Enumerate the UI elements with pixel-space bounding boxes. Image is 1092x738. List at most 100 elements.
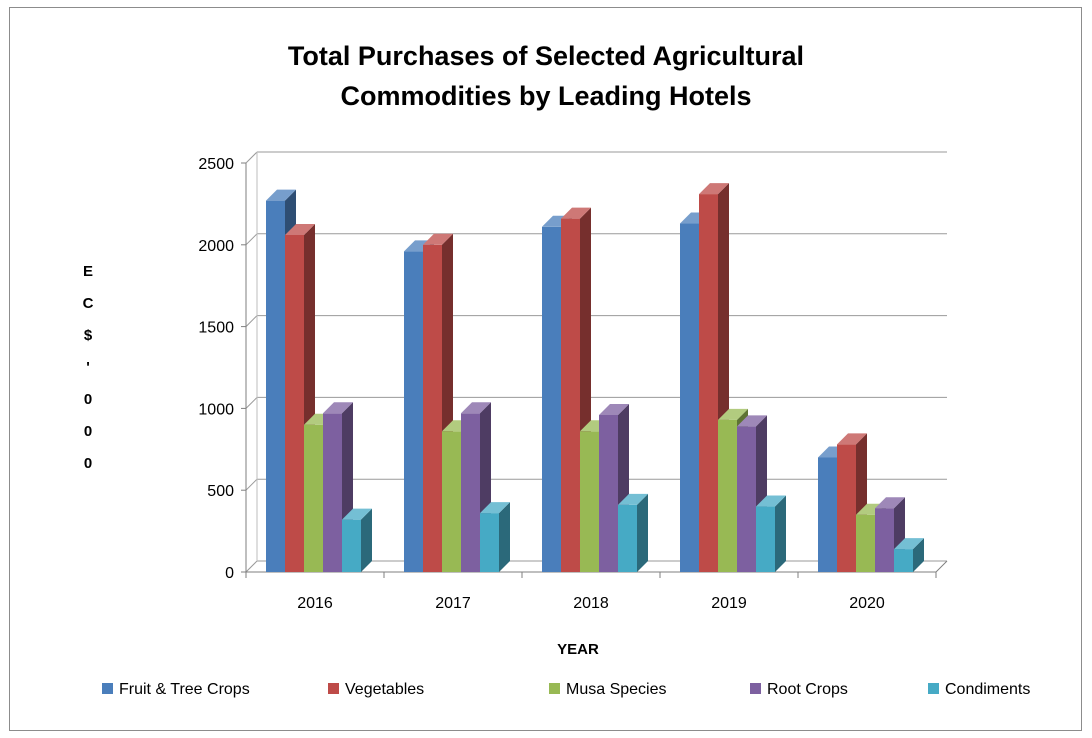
x-tick-label: 2016: [297, 595, 333, 612]
bar-side: [913, 538, 924, 572]
y-axis-title-char: 0: [84, 391, 92, 408]
x-tick-label: 2019: [711, 595, 747, 612]
bar-top: [875, 497, 905, 509]
bar-front: [285, 234, 304, 572]
bar-front: [599, 414, 618, 572]
x-axis-title: YEAR: [557, 641, 599, 658]
legend-item: Musa Species: [549, 681, 667, 698]
bar-top: [718, 408, 748, 420]
bar-side: [361, 508, 372, 572]
bar-front: [561, 218, 580, 572]
legend-item: Fruit & Tree Crops: [102, 681, 250, 698]
bar-top: [480, 502, 510, 514]
x-tick-label: 2020: [849, 595, 885, 612]
bar-top: [618, 493, 648, 505]
bar-front: [342, 519, 361, 572]
legend-item: Condiments: [928, 681, 1030, 698]
bar: [480, 502, 510, 572]
y-tick-label: 0: [225, 565, 234, 582]
legend-swatch: [102, 683, 113, 694]
legend-item: Vegetables: [328, 681, 424, 698]
chart-title-line-1: Total Purchases of Selected Agricultural: [288, 41, 804, 71]
bar-front: [699, 194, 718, 573]
bar-chart: Total Purchases of Selected Agricultural…: [83, 41, 1031, 698]
bar-front: [618, 504, 637, 572]
bar-top: [599, 403, 629, 415]
x-tick-label: 2017: [435, 595, 471, 612]
y-axis-title: EC $ ' 0 0 0: [83, 263, 94, 472]
legend-swatch: [750, 683, 761, 694]
legend-item: Root Crops: [750, 681, 848, 698]
y-tick-label: 1000: [198, 401, 234, 418]
y-axis-title-char: E: [83, 263, 93, 280]
x-tick-labels: 2016 2017 2018 2019 2020: [297, 595, 885, 612]
legend-label: Fruit & Tree Crops: [119, 681, 250, 698]
bar-front: [266, 200, 285, 573]
y-axis-title-char: 0: [84, 455, 92, 472]
bar-front: [718, 419, 737, 572]
y-axis-title-char: C: [83, 295, 94, 312]
y-tick-labels: 0 500 1000 1500 2000 2500: [198, 156, 234, 582]
bar-top: [342, 508, 372, 520]
gridline-diagonal: [245, 397, 258, 409]
legend-swatch: [328, 683, 339, 694]
gridlines: [245, 151, 947, 573]
gridline-diagonal: [245, 315, 258, 327]
bar-front: [737, 426, 756, 572]
bar: [461, 402, 491, 572]
bar-top: [837, 433, 867, 445]
legend-label: Musa Species: [566, 681, 667, 698]
bar-top: [756, 495, 786, 507]
legend-label: Condiments: [945, 681, 1030, 698]
legend-swatch: [549, 683, 560, 694]
bar-front: [837, 444, 856, 572]
bar-front: [856, 514, 875, 572]
bar: [618, 493, 648, 572]
chart-title-line-2: Commodities by Leading Hotels: [340, 81, 751, 111]
y-tick-label: 2500: [198, 156, 234, 173]
bar-front: [423, 244, 442, 573]
bar-top: [461, 402, 491, 414]
y-tick-label: 500: [207, 483, 234, 500]
bar-top: [423, 233, 453, 245]
bar-top: [561, 207, 591, 219]
bar: [342, 508, 372, 572]
bar-front: [542, 226, 561, 572]
bar-front: [480, 513, 499, 572]
gridline-diagonal: [245, 478, 258, 491]
bar-front: [756, 506, 775, 572]
gridline-diagonal: [245, 233, 258, 246]
legend: Fruit & Tree Crops Vegetables Musa Species…: [102, 681, 1030, 698]
chart-frame: Total Purchases of Selected Agricultural…: [9, 7, 1082, 731]
bar-front: [404, 251, 423, 572]
bar-top: [266, 189, 296, 201]
bar: [756, 495, 786, 572]
bar-top: [894, 538, 924, 550]
bar-side: [499, 502, 510, 572]
bars: [266, 183, 924, 573]
bar-top: [699, 183, 729, 195]
bar-front: [580, 431, 599, 572]
bar-top: [285, 223, 315, 235]
bar-top: [323, 402, 353, 414]
gridline-diagonal: [245, 151, 258, 164]
bar-front: [680, 223, 699, 573]
y-tick-label: 2000: [198, 238, 234, 255]
bar-top: [737, 415, 767, 427]
bar-side: [775, 495, 786, 572]
bar-front: [323, 413, 342, 572]
bar: [894, 538, 924, 572]
bar-front: [442, 431, 461, 572]
bar-front: [818, 457, 837, 572]
bar-side: [637, 493, 648, 572]
legend-swatch: [928, 683, 939, 694]
gridline-diagonal: [245, 560, 258, 573]
x-tick-label: 2018: [573, 595, 609, 612]
y-axis-title-char: $: [84, 327, 93, 344]
y-axis-title-char: ': [86, 359, 90, 376]
bar-front: [894, 549, 913, 572]
bar-front: [461, 413, 480, 572]
bar-front: [875, 508, 894, 572]
floor-edge: [935, 560, 948, 573]
y-axis-title-char: 0: [84, 423, 92, 440]
